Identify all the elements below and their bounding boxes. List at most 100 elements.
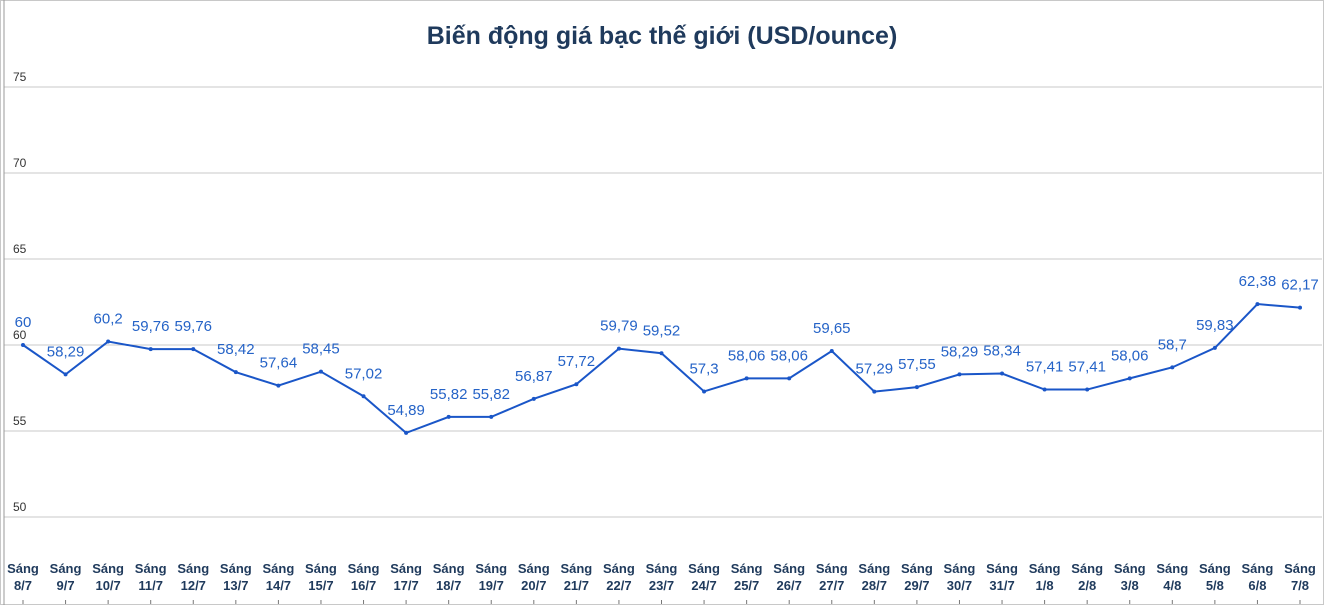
value-label: 55,82 bbox=[430, 386, 468, 403]
x-tick-label: Sáng 8/7 bbox=[7, 561, 39, 593]
point bbox=[318, 369, 323, 374]
value-label: 59,52 bbox=[643, 322, 681, 339]
value-label: 59,76 bbox=[174, 318, 212, 335]
point bbox=[489, 414, 494, 419]
point bbox=[574, 382, 579, 387]
x-tick-label: Sáng 11/7 bbox=[134, 561, 167, 593]
x-tick-label: Sáng 9/7 bbox=[49, 561, 82, 593]
point bbox=[1042, 387, 1047, 392]
x-tick-label: Sáng 10/7 bbox=[92, 561, 125, 593]
x-tick-label: Sáng 22/7 bbox=[603, 561, 635, 593]
point bbox=[1000, 371, 1005, 376]
x-tick-label: Sáng 30/7 bbox=[943, 561, 976, 593]
point bbox=[744, 376, 749, 381]
x-tick-label: Sáng 25/7 bbox=[730, 561, 763, 593]
point bbox=[702, 389, 707, 394]
value-label: 62,38 bbox=[1239, 273, 1277, 290]
x-tick-label: Sáng 1/8 bbox=[1028, 561, 1061, 593]
point bbox=[659, 351, 664, 356]
value-label: 54,89 bbox=[387, 402, 425, 419]
value-label: 58,34 bbox=[983, 343, 1021, 360]
point bbox=[404, 430, 409, 435]
x-tick-label: Sáng 18/7 bbox=[432, 561, 465, 593]
point bbox=[1212, 345, 1217, 350]
y-tick-label: 65 bbox=[13, 242, 27, 256]
point bbox=[1085, 387, 1090, 392]
point bbox=[148, 347, 153, 352]
point bbox=[1170, 365, 1175, 370]
value-label: 58,45 bbox=[302, 341, 340, 358]
value-label: 57,29 bbox=[856, 361, 894, 378]
x-tick-label: Sáng 5/8 bbox=[1198, 561, 1231, 593]
x-tick-label: Sáng 20/7 bbox=[517, 561, 550, 593]
point bbox=[829, 349, 834, 354]
point bbox=[361, 394, 366, 399]
x-tick-label: Sáng 23/7 bbox=[645, 561, 678, 593]
point bbox=[21, 343, 25, 347]
x-tick-label: Sáng 27/7 bbox=[815, 561, 848, 593]
value-label: 59,83 bbox=[1196, 317, 1234, 334]
point bbox=[872, 389, 877, 394]
x-tick-label: Sáng 14/7 bbox=[262, 561, 295, 593]
value-label: 58,29 bbox=[941, 343, 979, 360]
value-label: 59,79 bbox=[600, 318, 638, 335]
value-label: 58,06 bbox=[1111, 347, 1149, 364]
x-tick-label: Sáng 21/7 bbox=[560, 561, 593, 593]
x-tick-label: Sáng 16/7 bbox=[347, 561, 380, 593]
value-label: 57,64 bbox=[260, 355, 298, 372]
value-label: 60,2 bbox=[94, 311, 123, 328]
point bbox=[276, 383, 281, 388]
value-label: 58,29 bbox=[47, 343, 85, 360]
x-tick-label: Sáng 26/7 bbox=[773, 561, 806, 593]
value-label: 57,55 bbox=[898, 356, 936, 373]
x-tick-label: Sáng 7/8 bbox=[1284, 561, 1316, 593]
value-label: 57,41 bbox=[1068, 359, 1106, 376]
value-label: 58,06 bbox=[728, 347, 766, 364]
point bbox=[446, 414, 451, 419]
y-tick-label: 50 bbox=[13, 500, 27, 514]
point bbox=[233, 370, 238, 375]
value-label: 55,82 bbox=[472, 386, 510, 403]
point bbox=[957, 372, 962, 377]
x-tick-label: Sáng 4/8 bbox=[1156, 561, 1189, 593]
x-tick-label: Sáng 3/8 bbox=[1113, 561, 1146, 593]
x-tick-label: Sáng 15/7 bbox=[305, 561, 337, 593]
point bbox=[1127, 376, 1132, 381]
point bbox=[531, 396, 536, 401]
x-tick-label: Sáng 12/7 bbox=[177, 561, 210, 593]
point bbox=[63, 372, 68, 377]
value-label: 59,76 bbox=[132, 318, 170, 335]
x-tick-label: Sáng 6/8 bbox=[1241, 561, 1274, 593]
value-label: 57,3 bbox=[689, 360, 718, 377]
value-label: 62,17 bbox=[1281, 277, 1319, 294]
point bbox=[616, 346, 621, 351]
y-tick-label: 75 bbox=[13, 70, 27, 84]
value-label: 57,41 bbox=[1026, 359, 1064, 376]
value-label: 57,02 bbox=[345, 365, 383, 382]
point bbox=[1298, 305, 1302, 310]
x-tick-label: Sáng 29/7 bbox=[900, 561, 933, 593]
chart-title: Biến động giá bạc thế giới (USD/ounce) bbox=[427, 22, 898, 50]
value-label: 60 bbox=[15, 314, 32, 331]
x-tick-label: Sáng 19/7 bbox=[475, 561, 508, 593]
value-label: 58,42 bbox=[217, 341, 255, 358]
value-label: 58,06 bbox=[770, 347, 808, 364]
point bbox=[1255, 302, 1260, 307]
y-tick-label: 60 bbox=[13, 328, 27, 342]
value-label: 56,87 bbox=[515, 368, 553, 385]
value-label: 57,72 bbox=[558, 353, 596, 370]
y-tick-label: 70 bbox=[13, 156, 27, 170]
point bbox=[191, 347, 196, 352]
x-tick-label: Sáng 31/7 bbox=[986, 561, 1018, 593]
x-tick-label: Sáng 28/7 bbox=[858, 561, 891, 593]
x-tick-label: Sáng 2/8 bbox=[1071, 561, 1104, 593]
point bbox=[106, 339, 111, 344]
y-tick-label: 55 bbox=[13, 414, 27, 428]
x-tick-label: Sáng 24/7 bbox=[688, 561, 720, 593]
value-label: 59,65 bbox=[813, 320, 851, 337]
x-tick-label: Sáng 13/7 bbox=[219, 561, 252, 593]
value-label: 58,7 bbox=[1158, 336, 1187, 353]
x-tick-label: Sáng 17/7 bbox=[390, 561, 422, 593]
point bbox=[787, 376, 792, 381]
